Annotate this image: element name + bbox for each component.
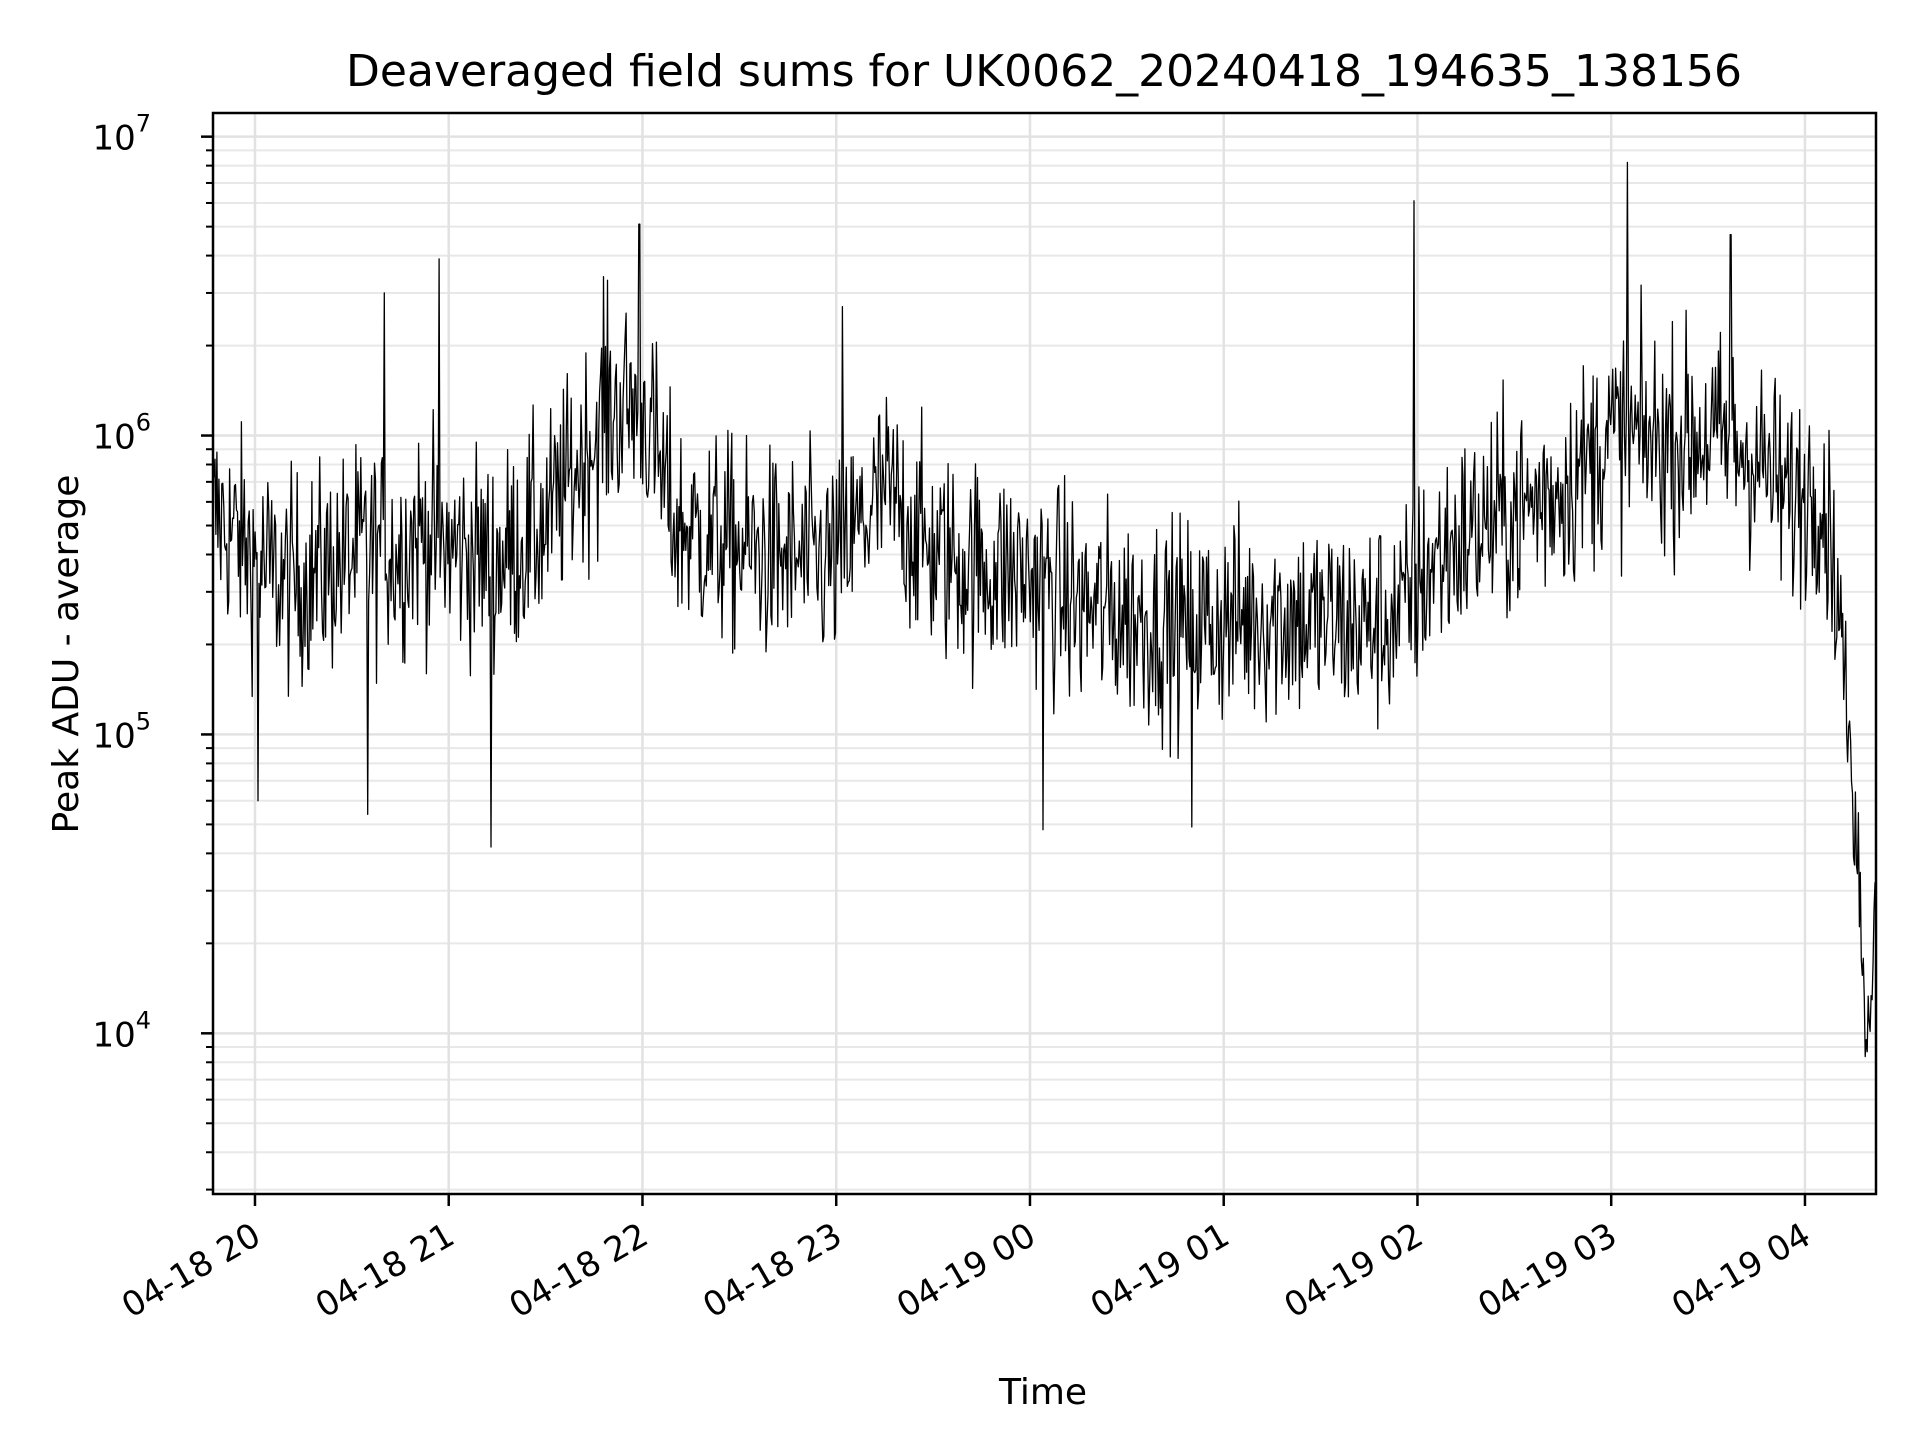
y-tick-label: 105 (92, 707, 151, 756)
y-tick-exponent: 5 (136, 707, 151, 735)
y-tick-label: 107 (92, 110, 151, 159)
y-tick-label: 104 (92, 1006, 151, 1055)
chart-title: Deaveraged field sums for UK0062_2024041… (346, 46, 1742, 97)
y-tick-exponent: 7 (136, 110, 151, 138)
y-tick-base: 10 (92, 716, 135, 756)
y-tick-exponent: 6 (136, 409, 151, 437)
y-axis-label: Peak ADU - average (46, 475, 87, 834)
x-axis-label: Time (998, 1372, 1087, 1413)
y-tick-base: 10 (92, 418, 135, 458)
plot-frame (211, 111, 1878, 1196)
plot-area (212, 161, 1877, 1058)
y-tick-base: 10 (92, 1015, 135, 1055)
y-tick-base: 10 (92, 119, 135, 159)
series-line (212, 161, 1877, 1058)
grid (213, 113, 1876, 1194)
y-tick-exponent: 4 (136, 1006, 151, 1034)
y-tick-label: 106 (92, 409, 151, 458)
